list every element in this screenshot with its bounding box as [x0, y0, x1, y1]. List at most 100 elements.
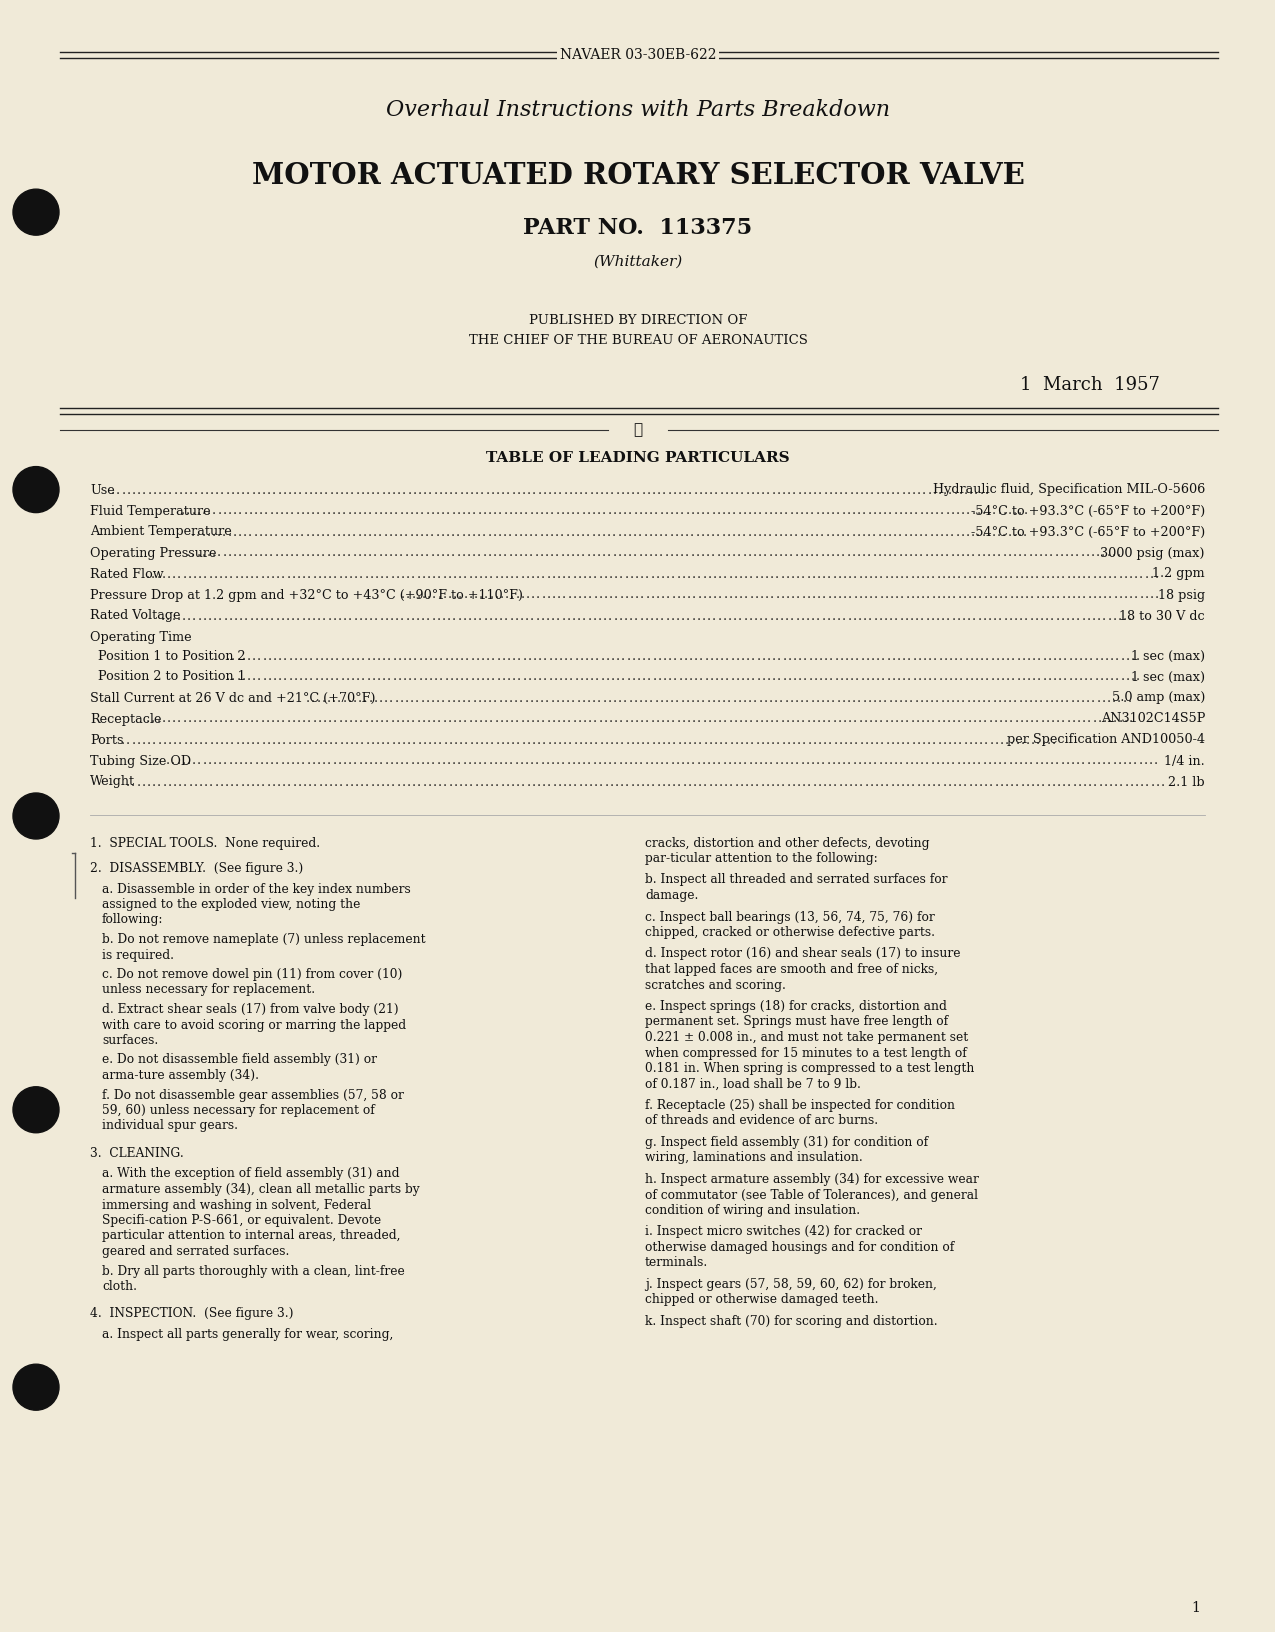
Text: .: .: [635, 568, 639, 581]
Text: .: .: [366, 650, 371, 663]
Text: .: .: [940, 547, 944, 560]
Text: .: .: [965, 526, 970, 539]
Text: .: .: [858, 589, 863, 602]
Text: .: .: [484, 713, 488, 726]
Text: .: .: [668, 650, 672, 663]
Text: .: .: [807, 589, 811, 602]
Text: .: .: [371, 775, 375, 788]
Text: .: .: [861, 650, 864, 663]
Text: .: .: [761, 671, 766, 684]
Text: .: .: [402, 589, 405, 602]
Text: .: .: [425, 526, 430, 539]
Text: .: .: [546, 609, 550, 622]
Text: .: .: [738, 713, 743, 726]
Text: .: .: [546, 754, 550, 767]
Text: .: .: [1026, 650, 1031, 663]
Text: .: .: [347, 504, 352, 517]
Text: .: .: [667, 733, 671, 746]
Text: .: .: [1003, 568, 1009, 581]
Text: .: .: [270, 713, 275, 726]
Text: .: .: [765, 713, 769, 726]
Text: .: .: [782, 483, 785, 496]
Text: .: .: [996, 650, 1000, 663]
Text: .: .: [405, 713, 411, 726]
Text: .: .: [964, 733, 968, 746]
Text: .: .: [625, 589, 629, 602]
Text: .: .: [1066, 568, 1071, 581]
Text: .: .: [495, 775, 500, 788]
Text: .: .: [917, 733, 921, 746]
Text: .: .: [283, 650, 287, 663]
Text: .: .: [844, 483, 848, 496]
Text: .: .: [284, 526, 288, 539]
Text: .: .: [1063, 671, 1067, 684]
Text: .: .: [241, 650, 246, 663]
Text: .: .: [784, 504, 788, 517]
Text: .: .: [718, 609, 722, 622]
Text: .: .: [309, 775, 312, 788]
Text: .: .: [543, 671, 547, 684]
Text: .: .: [1019, 609, 1023, 622]
Text: .: .: [979, 483, 983, 496]
Text: .: .: [1020, 568, 1024, 581]
Text: .: .: [632, 526, 638, 539]
Text: .: .: [771, 733, 775, 746]
Text: .: .: [588, 713, 592, 726]
Text: .: .: [746, 671, 750, 684]
Text: 4.  INSPECTION.  (See figure 3.): 4. INSPECTION. (See figure 3.): [91, 1307, 293, 1320]
Text: .: .: [543, 483, 547, 496]
Text: .: .: [157, 568, 161, 581]
Text: .: .: [1039, 692, 1043, 705]
Text: .: .: [340, 483, 344, 496]
Text: .: .: [163, 483, 167, 496]
Text: .: .: [653, 671, 657, 684]
Text: .: .: [249, 504, 252, 517]
Text: .: .: [385, 713, 389, 726]
Text: .: .: [813, 671, 817, 684]
Text: .: .: [157, 713, 161, 726]
Text: .: .: [847, 754, 852, 767]
Text: .: .: [1017, 547, 1023, 560]
Text: .: .: [448, 713, 451, 726]
Text: .: .: [1074, 671, 1077, 684]
Text: .: .: [1024, 547, 1028, 560]
Text: .: .: [321, 692, 325, 705]
Text: .: .: [254, 504, 258, 517]
Text: .: .: [792, 733, 796, 746]
Text: .: .: [1029, 692, 1033, 705]
Text: .: .: [379, 504, 382, 517]
Text: .: .: [259, 547, 263, 560]
Text: .: .: [895, 713, 899, 726]
Text: f. Do not disassemble gear assemblies (57, 58 or: f. Do not disassemble gear assemblies (5…: [102, 1089, 404, 1102]
Text: .: .: [177, 609, 181, 622]
Text: .: .: [640, 568, 644, 581]
Text: .: .: [1098, 775, 1103, 788]
Text: .: .: [1043, 671, 1047, 684]
Text: .: .: [171, 609, 176, 622]
Text: .: .: [941, 609, 945, 622]
Text: .: .: [581, 504, 585, 517]
Text: .: .: [845, 671, 849, 684]
Text: .: .: [1116, 650, 1119, 663]
Text: .: .: [298, 650, 303, 663]
Text: .: .: [784, 526, 788, 539]
Text: .: .: [575, 671, 579, 684]
Text: .: .: [1123, 589, 1128, 602]
Text: .: .: [984, 483, 988, 496]
Text: .: .: [157, 775, 162, 788]
Text: .: .: [612, 526, 616, 539]
Text: .: .: [1065, 547, 1068, 560]
Text: .: .: [741, 671, 745, 684]
Text: .: .: [402, 483, 407, 496]
Text: .: .: [611, 483, 615, 496]
Text: .: .: [1133, 754, 1137, 767]
Text: .: .: [434, 650, 439, 663]
Text: .: .: [1063, 650, 1067, 663]
Text: .: .: [585, 650, 589, 663]
Text: .: .: [416, 754, 419, 767]
Text: .: .: [490, 733, 495, 746]
Text: .: .: [204, 483, 209, 496]
Text: .: .: [982, 692, 986, 705]
Text: .: .: [1104, 775, 1108, 788]
Text: .: .: [279, 504, 284, 517]
